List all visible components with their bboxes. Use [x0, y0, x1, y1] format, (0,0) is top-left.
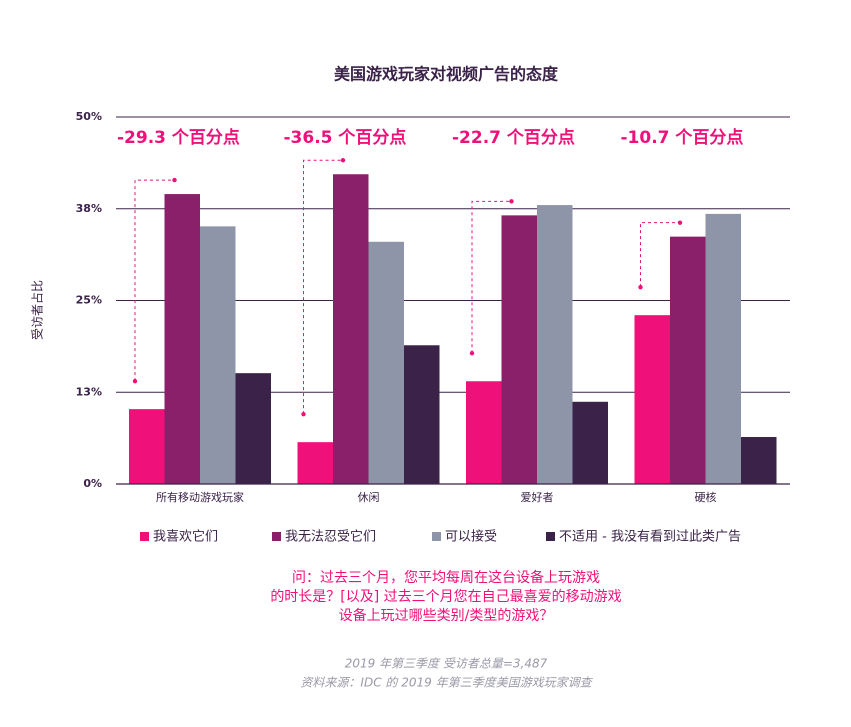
legend-label: 我无法忍受它们 — [285, 529, 376, 545]
bar — [404, 345, 440, 484]
bar — [200, 226, 236, 484]
legend-label: 我喜欢它们 — [153, 529, 218, 545]
x-tick-label: 所有移动游戏玩家 — [156, 490, 244, 504]
x-tick-label: 休闲 — [358, 490, 380, 504]
bar — [164, 194, 200, 484]
bar — [572, 401, 608, 484]
legend-swatch — [140, 532, 149, 541]
connector-dot — [172, 177, 177, 183]
y-tick-label: 0% — [83, 477, 102, 490]
connector-dot — [638, 284, 643, 290]
chart-title: 美国游戏玩家对视频广告的态度 — [334, 65, 559, 84]
y-tick-label: 25% — [76, 294, 102, 307]
source-line: 资料来源：IDC 的 2019 年第三季度美国游戏玩家调查 — [300, 676, 593, 690]
annotation: -29.3 个百分点 — [117, 127, 240, 148]
y-tick-label: 50% — [76, 110, 102, 123]
bar — [297, 442, 333, 484]
bar — [333, 174, 369, 484]
bar — [129, 409, 165, 484]
legend-swatch — [546, 532, 555, 541]
bar — [235, 373, 271, 484]
connector-dot — [469, 351, 475, 356]
bar — [705, 213, 741, 484]
y-tick-label: 13% — [76, 385, 102, 398]
x-tick-label: 爱好者 — [521, 490, 554, 504]
legend-swatch — [272, 532, 281, 541]
question-line: 问：过去三个月，您平均每周在这台设备上玩游戏 — [292, 569, 600, 586]
question-line: 设备上玩过哪些类别/类型的游戏？ — [339, 607, 554, 624]
annotation-connector — [134, 179, 175, 382]
annotation-connector — [303, 159, 343, 415]
connector-dot — [677, 220, 683, 225]
bar — [741, 437, 777, 484]
source-line: 2019 年第三季度 受访者总量=3,487 — [345, 657, 548, 671]
bar — [537, 205, 573, 484]
legend-label: 不适用 - 我没有看到过此类广告 — [559, 529, 741, 545]
question-line: 的时长是？[以及] 过去三个月您在自己最喜爱的移动游戏 — [270, 588, 621, 605]
connector-dot — [132, 378, 138, 384]
connector-dot — [509, 199, 514, 204]
bar — [466, 381, 502, 484]
annotation: -22.7 个百分点 — [452, 127, 575, 148]
annotation-connector — [640, 222, 680, 288]
bar — [501, 215, 537, 484]
bar — [670, 236, 706, 484]
legend-swatch — [432, 532, 441, 541]
y-axis-label: 受访者占比 — [30, 280, 45, 340]
bar — [368, 241, 404, 484]
bar — [634, 315, 670, 484]
annotation: -10.7 个百分点 — [621, 127, 744, 148]
legend-label: 可以接受 — [445, 529, 497, 545]
annotation: -36.5 个百分点 — [284, 127, 407, 148]
annotation-connector — [471, 200, 512, 354]
connector-dot — [301, 411, 306, 417]
x-tick-label: 硬核 — [695, 490, 717, 504]
y-tick-label: 38% — [76, 202, 102, 215]
connector-dot — [340, 158, 346, 163]
